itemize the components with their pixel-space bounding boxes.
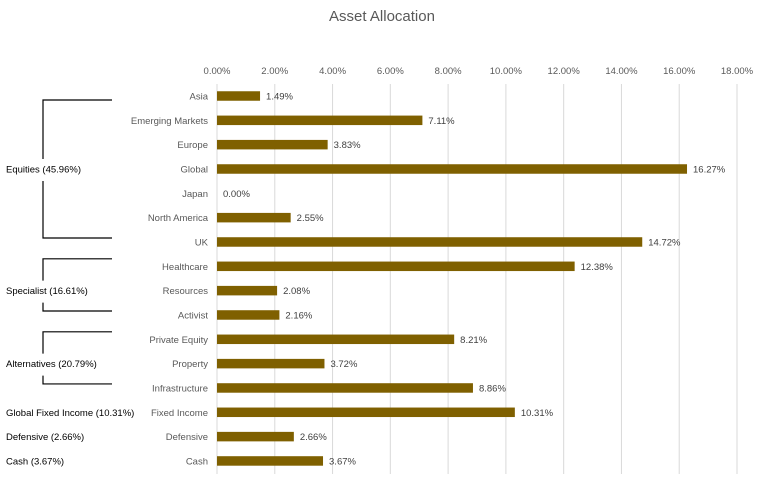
category-label: Emerging Markets xyxy=(131,116,208,127)
group-label: Cash (3.67%) xyxy=(6,456,64,467)
category-label: Defensive xyxy=(166,432,208,443)
data-label: 8.86% xyxy=(479,383,506,394)
bar xyxy=(217,164,688,174)
data-label: 7.11% xyxy=(428,116,455,127)
bar xyxy=(217,285,278,296)
x-tick-label: 12.00% xyxy=(548,66,581,77)
data-label: 2.55% xyxy=(297,213,324,224)
group-label: Specialist (16.61%) xyxy=(6,286,88,297)
bar xyxy=(217,310,280,320)
bar xyxy=(217,431,294,442)
data-label: 10.31% xyxy=(521,408,554,419)
group-label: Alternatives (20.79%) xyxy=(6,359,97,370)
data-label: 3.67% xyxy=(329,456,356,467)
group-bracket xyxy=(42,99,112,239)
bar xyxy=(217,334,455,345)
chart-title: Asset Allocation xyxy=(329,8,435,25)
category-label: Infrastructure xyxy=(152,383,208,394)
category-label: Resources xyxy=(163,286,209,297)
category-label: Japan xyxy=(182,189,208,200)
x-tick-label: 14.00% xyxy=(605,66,638,77)
category-groups: Equities (45.96%) Specialist (16.61%) Alte… xyxy=(6,99,134,467)
data-label: 8.21% xyxy=(460,335,487,346)
category-label: Asia xyxy=(190,92,209,103)
group-label: Defensive (2.66%) xyxy=(6,432,84,443)
bar xyxy=(217,237,643,247)
data-label: 2.08% xyxy=(283,286,310,297)
bar xyxy=(217,212,291,223)
group-label: Equities (45.96%) xyxy=(6,164,81,175)
data-label: 0.00% xyxy=(223,189,250,200)
bar xyxy=(217,261,575,272)
category-label: Healthcare xyxy=(162,262,208,273)
category-label: Private Equity xyxy=(149,335,208,346)
x-axis-ticks: 0.00% 2.00% 4.00% 6.00% 8.00% 10.00% 12.00% 14.… xyxy=(204,66,754,77)
data-label: 14.72% xyxy=(648,237,681,248)
bar xyxy=(217,358,325,369)
bars: Asia 1.49% Emerging Markets 7.11% Europe 3.83… xyxy=(131,91,726,467)
category-label: Property xyxy=(172,359,208,370)
data-label: 3.72% xyxy=(330,359,357,370)
x-tick-label: 2.00% xyxy=(261,66,288,77)
category-label: North America xyxy=(148,213,209,224)
group-bracket xyxy=(42,258,112,312)
bar xyxy=(217,383,473,393)
x-tick-label: 8.00% xyxy=(435,66,462,77)
x-tick-label: 6.00% xyxy=(377,66,404,77)
bar xyxy=(217,407,515,418)
x-tick-label: 16.00% xyxy=(663,66,696,77)
data-label: 16.27% xyxy=(693,164,726,175)
data-label: 3.83% xyxy=(334,140,361,151)
category-label: Fixed Income xyxy=(151,408,208,419)
data-label: 2.66% xyxy=(300,432,327,443)
bar xyxy=(217,91,261,101)
group-label: Global Fixed Income (10.31%) xyxy=(6,408,134,419)
bar xyxy=(217,115,423,126)
category-label: UK xyxy=(195,237,209,248)
data-label: 2.16% xyxy=(285,310,312,321)
group-bracket xyxy=(42,331,112,385)
x-tick-label: 0.00% xyxy=(204,66,231,77)
x-tick-label: 10.00% xyxy=(490,66,523,77)
bar xyxy=(217,456,324,466)
category-label: Cash xyxy=(186,456,208,467)
category-label: Activist xyxy=(178,310,208,321)
x-tick-label: 18.00% xyxy=(721,66,754,77)
category-label: Europe xyxy=(177,140,208,151)
data-label: 1.49% xyxy=(266,92,293,103)
data-label: 12.38% xyxy=(581,262,614,273)
bar xyxy=(217,139,328,150)
category-label: Global xyxy=(181,164,208,175)
x-tick-label: 4.00% xyxy=(319,66,346,77)
